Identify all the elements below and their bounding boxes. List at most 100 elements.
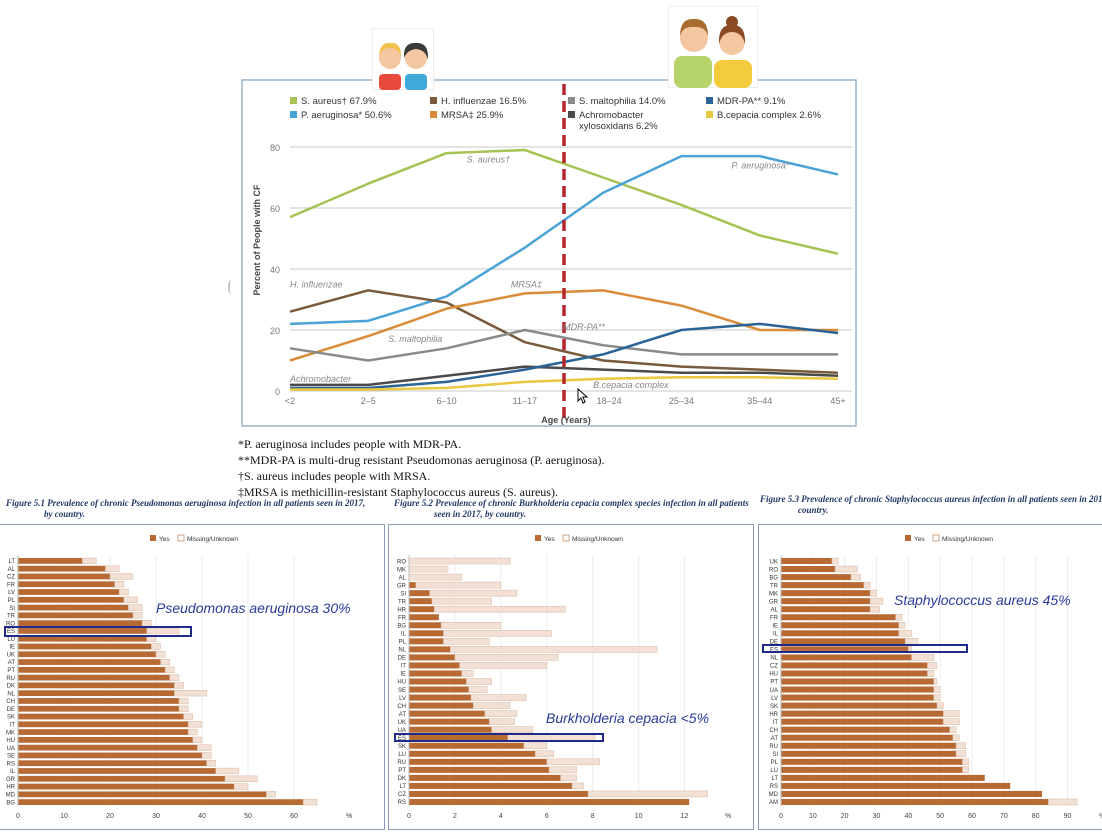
category-label: UA (7, 746, 15, 752)
bar-missing (911, 654, 935, 661)
category-label: NL (398, 648, 406, 654)
figure-5-2-title-line1: Figure 5.2 Prevalence of chronic Burkhol… (394, 498, 749, 508)
bar-missing (82, 557, 97, 565)
y-tick-label: 80 (270, 143, 280, 153)
bar-missing (927, 670, 935, 677)
bar-yes (409, 782, 573, 789)
pseudomonas-overlay-label: Pseudomonas aeruginosa 30% (156, 600, 351, 616)
bar-missing (151, 643, 161, 650)
category-label: ES (398, 736, 406, 742)
bar-yes (409, 790, 589, 797)
bar-yes (18, 713, 184, 720)
bar-missing (869, 605, 880, 613)
figure-5-3-title: Figure 5.3 Prevalence of chronic Staphyl… (760, 494, 1102, 516)
category-label: IL (10, 769, 16, 775)
x-tick-label: 4 (499, 813, 503, 820)
x-tick-label: 10 (60, 813, 68, 820)
category-label: RO (397, 559, 406, 565)
bar-yes (18, 799, 304, 805)
bar-yes (781, 622, 899, 629)
bar-yes (781, 742, 957, 749)
bar-missing (206, 760, 217, 767)
x-tick-label: 20 (841, 813, 849, 820)
category-label: IT (401, 664, 407, 670)
category-label: GR (769, 599, 779, 605)
category-label: DE (7, 707, 15, 713)
x-tick-label: 45+ (830, 396, 845, 406)
category-label: AT (771, 736, 779, 742)
x-tick-label: 90 (1064, 813, 1072, 820)
bar-yes (781, 782, 1011, 789)
bar-missing (587, 790, 708, 798)
y-tick-label: 60 (270, 204, 280, 214)
x-axis-label: Age (Years) (541, 415, 591, 425)
category-label: GR (6, 777, 16, 783)
category-label: SK (398, 744, 406, 750)
bar-missing (187, 721, 203, 728)
legend-yes-swatch (905, 535, 911, 541)
footnote-1: *P. aeruginosa includes people with MDR-… (238, 437, 462, 451)
bar-missing (484, 710, 518, 717)
chart-lines (289, 84, 839, 420)
legend-missing-label: Missing/Unknown (187, 536, 238, 543)
bar-missing (443, 638, 490, 645)
bar-yes (18, 581, 115, 588)
x-tick-label: 18–24 (597, 396, 622, 406)
x-tick-label: 10 (809, 813, 817, 820)
bar-yes (781, 774, 985, 781)
bar-yes (781, 694, 934, 701)
x-tick-label: 6–10 (437, 396, 457, 406)
bar-yes (781, 726, 950, 733)
bar-yes (18, 705, 179, 712)
y-axis-label: Percent of People with CF (252, 184, 262, 296)
bar-missing (434, 605, 566, 613)
bar-yes (409, 654, 455, 661)
staphylococcus-overlay-label: Staphylococcus aureus 45% (894, 592, 1071, 608)
bar-yes (781, 558, 832, 565)
category-label: HR (397, 607, 406, 613)
legend-missing-label: Missing/Unknown (942, 536, 993, 543)
footnotes: *P. aeruginosa includes people with MDR-… (238, 436, 838, 500)
y-tick-label: 0 (275, 387, 280, 397)
figure-5-2-panel: Yes Missing/Unknown 0 2 4 6 8 10 12% RO MK AL GR SI TR… (388, 524, 754, 830)
bar-missing (123, 596, 138, 603)
bar-yes (18, 729, 189, 735)
bar-missing (454, 654, 559, 661)
bar-missing (118, 588, 129, 596)
bar-yes (781, 790, 1043, 797)
category-label: LU (770, 768, 778, 774)
bar-yes (18, 596, 124, 603)
x-tick-label: 8 (591, 813, 595, 820)
bar-yes (18, 628, 147, 634)
category-label: CZ (7, 575, 15, 581)
category-label: LV (8, 590, 15, 596)
bar-yes (18, 666, 166, 673)
category-label: FR (398, 615, 407, 621)
bar-missing (943, 710, 960, 717)
x-tick-label: 30 (873, 813, 881, 820)
figure-5-1-panel: Yes Missing/Unknown 0 10 20 30 40 50 60% LT AL CZ FR… (0, 524, 385, 830)
legend-swatch (290, 111, 297, 118)
main-line-chart: S. aureus† 67.9% P. aeruginosa* 50.6% H. i… (241, 79, 857, 427)
series-annotation: S. maltophilia (388, 334, 442, 344)
bar-yes (409, 718, 490, 725)
category-label: HR (6, 785, 15, 791)
bar-yes (18, 589, 120, 595)
category-label: BG (6, 800, 15, 806)
bar-yes (409, 614, 439, 621)
bar-yes (409, 622, 442, 629)
scroll-left-arrow[interactable] (228, 280, 236, 294)
category-label: RU (6, 676, 15, 682)
figure-5-1-title: Figure 5.1 Prevalence of chronic Pseudom… (6, 498, 396, 520)
category-label: BG (769, 575, 778, 581)
category-label: LT (771, 776, 778, 782)
footnote-2: **MDR-PA is multi-drug resistant Pseudom… (238, 453, 605, 467)
bar-yes (781, 758, 963, 765)
bar-missing (187, 728, 198, 736)
bar-missing (459, 662, 548, 669)
bar-missing (466, 678, 492, 685)
category-label: RU (769, 744, 778, 750)
legend-label-cont: xylosoxidans 6.2% (579, 121, 658, 132)
bar-yes (18, 604, 129, 611)
figure-5-3-title-line1: Figure 5.3 Prevalence of chronic Staphyl… (760, 494, 1102, 504)
